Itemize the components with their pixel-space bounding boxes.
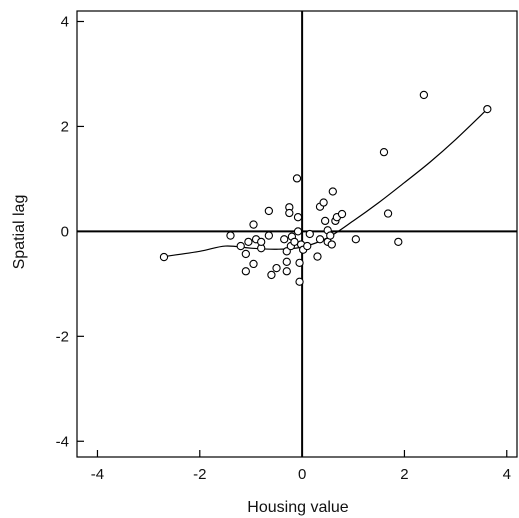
data-point [293,227,303,236]
data-point [313,252,322,261]
data-point [305,229,314,239]
data-point [320,216,330,226]
data-point [319,198,328,207]
loess-smoother-line [163,108,488,258]
y-tick-label: 4 [61,13,69,30]
data-point [328,187,337,196]
data-point [315,235,325,244]
data-point [483,104,492,114]
y-tick-label: 2 [61,118,69,135]
data-point [285,208,294,218]
data-point [394,237,403,247]
data-point [264,231,274,240]
data-point [383,209,393,218]
y-tick-label: -4 [56,433,69,450]
data-point [293,213,303,222]
data-point [159,252,169,262]
data-point [295,258,304,268]
data-point [249,259,258,269]
x-tick-label: -2 [193,466,206,483]
data-point [264,206,274,216]
data-point [241,249,250,259]
data-point [326,231,335,240]
data-point [379,147,389,157]
y-tick-label: -2 [56,328,69,345]
data-point [419,90,429,100]
x-axis-title: Housing value [247,499,349,516]
data-point [292,174,302,183]
x-tick-label: 2 [400,466,408,483]
data-point [295,277,304,286]
data-point [226,231,235,240]
data-point [257,237,266,247]
data-point [280,235,289,244]
data-point [337,209,347,219]
x-tick-label: 0 [298,466,306,483]
y-tick-label: 0 [61,223,69,240]
data-point [249,220,258,229]
data-point [267,270,276,280]
data-point [241,267,250,276]
data-point [272,263,281,273]
x-tick-label: 4 [503,466,511,483]
data-point [303,241,312,251]
data-point [282,267,291,276]
x-tick-label: -4 [91,466,104,483]
y-axis-title: Spatial lag [11,195,28,270]
data-point [244,237,253,247]
plot-frame [76,10,518,458]
data-point [282,257,291,266]
data-point [236,241,245,251]
data-point [351,235,360,244]
data-point [327,240,336,249]
